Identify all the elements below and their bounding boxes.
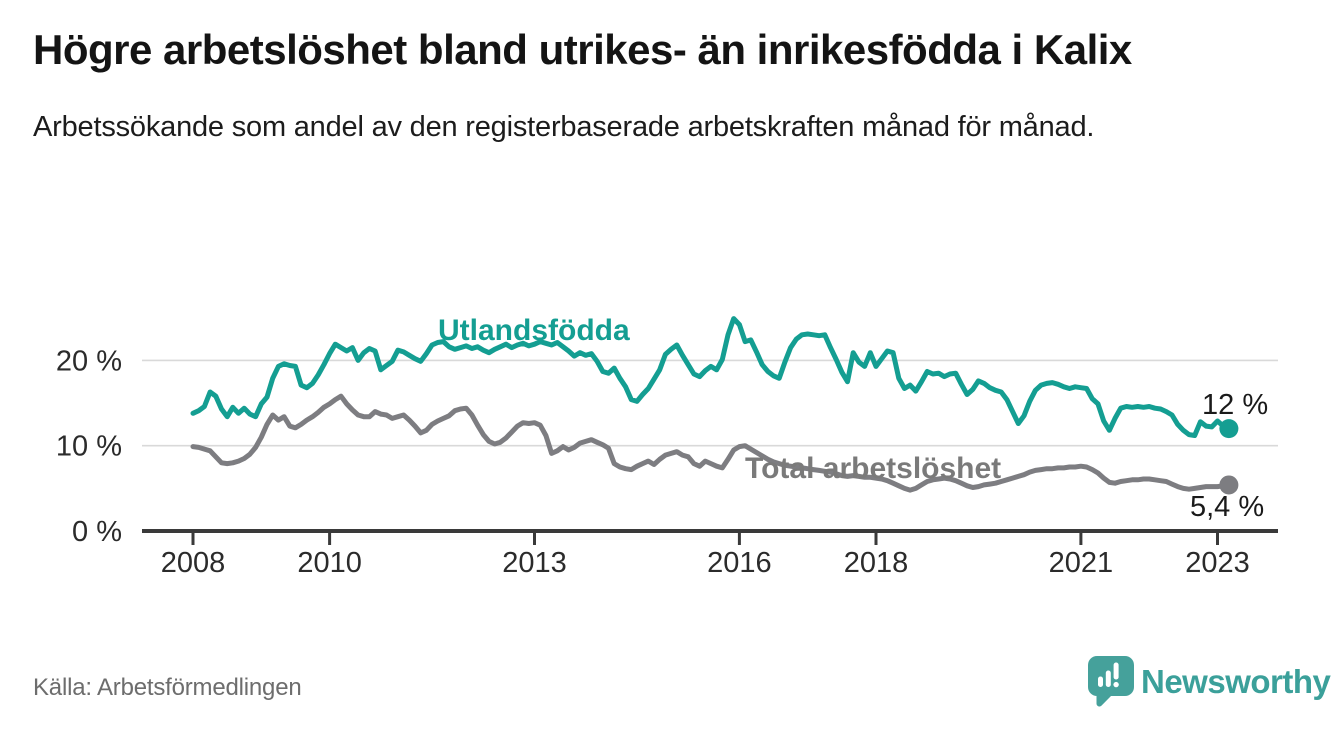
x-axis-label: 2018 (844, 547, 909, 579)
chart-title: Högre arbetslöshet bland utrikes- än inr… (33, 26, 1132, 73)
x-axis-label: 2010 (297, 547, 362, 579)
series-name-label-total: Total arbetslöshet (745, 452, 1001, 485)
series-endpoint-dot-total (1219, 475, 1239, 495)
chart-subtitle: Arbetssökande som andel av den registerb… (33, 111, 1095, 144)
series-name-label-utlandsfodda: Utlandsfödda (438, 314, 630, 347)
y-axis-label: 20 % (56, 345, 122, 377)
newsworthy-logo: Newsworthy (1087, 655, 1331, 708)
series-end-value-label-utlandsfodda: 12 % (1202, 389, 1268, 421)
y-axis-label: 10 % (56, 431, 122, 463)
source-note: Källa: Arbetsförmedlingen (33, 674, 302, 701)
x-axis-label: 2008 (161, 547, 226, 579)
y-axis-label: 0 % (72, 516, 122, 548)
newsworthy-wordmark: Newsworthy (1141, 663, 1331, 700)
series-endpoint-dot-utlandsfodda (1219, 419, 1239, 439)
series-line-utlandsfodda (190, 316, 1232, 438)
x-axis-label: 2013 (502, 547, 567, 579)
series-end-value-label-total: 5,4 % (1190, 491, 1264, 523)
bar-chart-speech-bubble-icon (1088, 656, 1134, 707)
x-axis-label: 2023 (1185, 547, 1250, 579)
series-line-total (190, 393, 1232, 493)
x-axis-label: 2016 (707, 547, 772, 579)
x-axis-label: 2021 (1049, 547, 1114, 579)
